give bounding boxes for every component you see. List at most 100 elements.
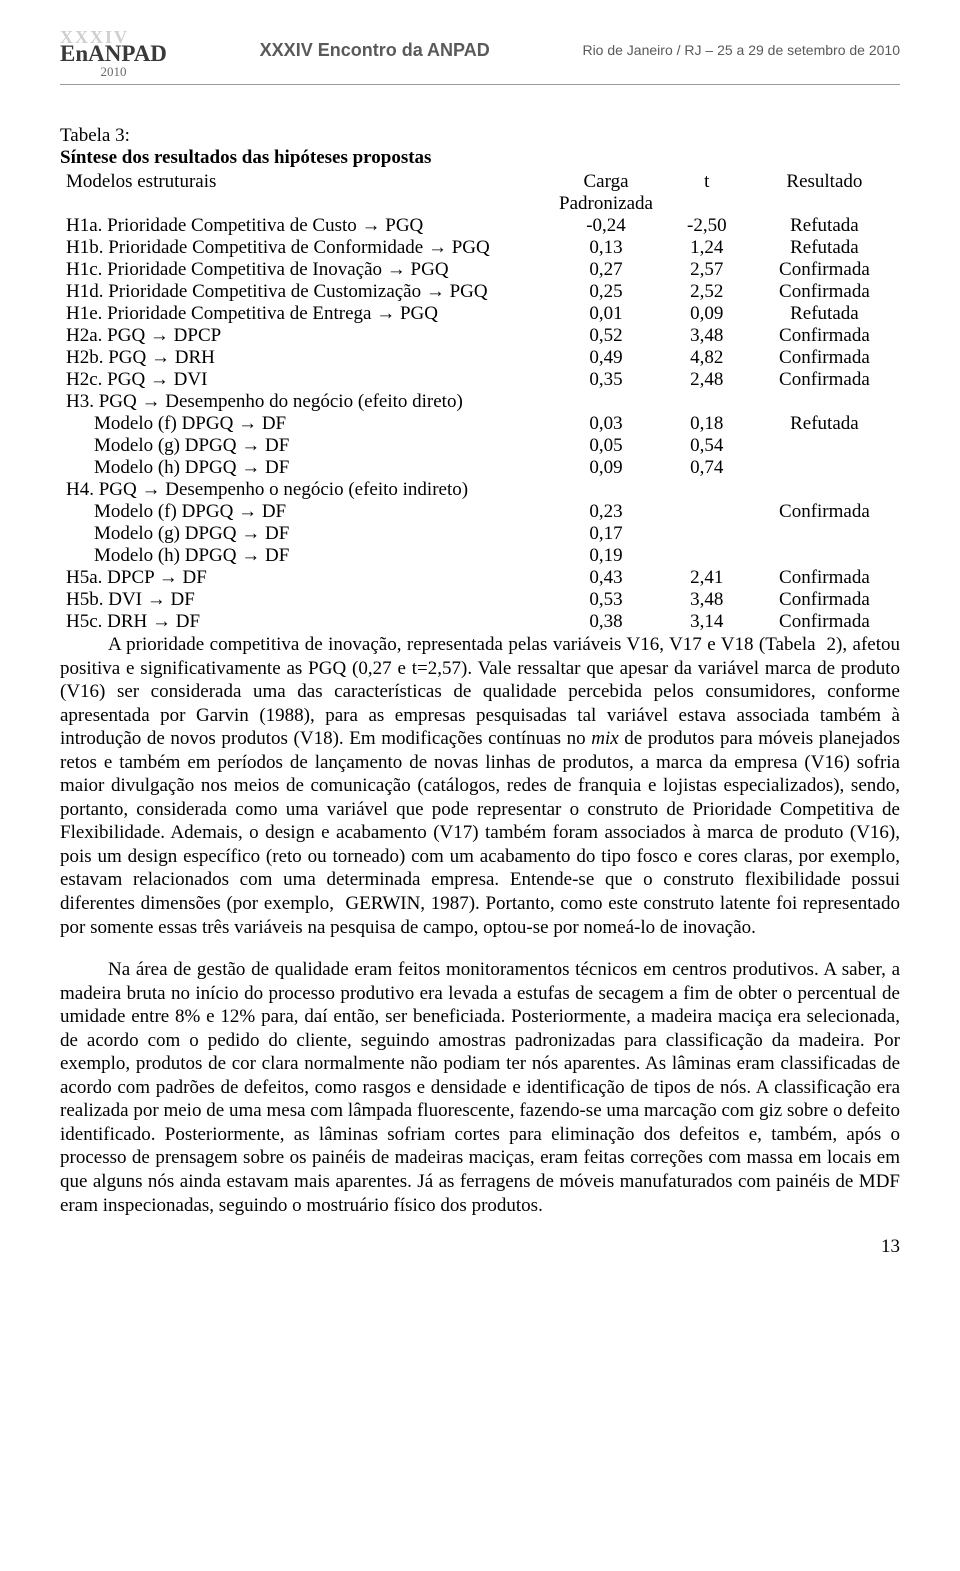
cell-model: H1d. Prioridade Competitiva de Customiza… [60,281,547,303]
cell-group-label: H4. PGQ → Desempenho o negócio (efeito i… [60,479,900,501]
cell-carga: 0,09 [547,457,665,479]
p1-italic-mix: mix [591,728,618,749]
cell-model: H1a. Prioridade Competitiva de Custo → P… [60,215,547,237]
cell-carga: 0,38 [547,611,665,633]
cell-res: Confirmada [749,369,900,391]
cell-model: Modelo (g) DPGQ → DF [60,435,547,457]
table-row-group-header: H3. PGQ → Desempenho do negócio (efeito … [60,391,900,413]
cell-res: Refutada [749,215,900,237]
table-row: H2a. PGQ → DPCP0,523,48Confirmada [60,325,900,347]
cell-model: Modelo (h) DPGQ → DF [60,457,547,479]
cell-res-span-inner: Refutada [755,413,894,435]
table-row: Modelo (f) DPGQ → DF 0,03 0,18 Refutada [60,413,900,435]
cell-model: H5c. DRH → DF [60,611,547,633]
cell-model: H5b. DVI → DF [60,589,547,611]
cell-carga: 0,13 [547,237,665,259]
col-t-header: t [665,171,749,215]
cell-res: Confirmada [749,281,900,303]
cell-t: 3,48 [665,589,749,611]
table-row-group-header: H4. PGQ → Desempenho o negócio (efeito i… [60,479,900,501]
cell-carga: 0,03 [547,413,665,435]
cell-res: Refutada [749,237,900,259]
cell-t [665,545,749,567]
cell-t [665,501,749,523]
cell-carga: 0,53 [547,589,665,611]
cell-model: Modelo (g) DPGQ → DF [60,523,547,545]
cell-carga: 0,35 [547,369,665,391]
cell-res: Confirmada [749,259,900,281]
logo-block: XXXIV EnANPAD 2010 [60,28,167,78]
cell-t: 1,24 [665,237,749,259]
cell-carga: 0,27 [547,259,665,281]
table-row: H1e. Prioridade Competitiva de Entrega →… [60,303,900,325]
cell-carga: -0,24 [547,215,665,237]
cell-res: Confirmada [749,325,900,347]
header-title: XXXIV Encontro da ANPAD [167,28,583,61]
cell-t: 0,74 [665,457,749,479]
cell-res-span: Refutada [749,413,900,479]
table-row: H5b. DVI → DF0,533,48Confirmada [60,589,900,611]
page-header: XXXIV EnANPAD 2010 XXXIV Encontro da ANP… [60,28,900,78]
cell-model: H1e. Prioridade Competitiva de Entrega →… [60,303,547,325]
col-carga-l2: Padronizada [559,193,653,214]
table-row: H5c. DRH → DF0,383,14Confirmada [60,611,900,633]
cell-res-span-inner: Confirmada [755,501,894,523]
cell-carga: 0,17 [547,523,665,545]
cell-carga: 0,19 [547,545,665,567]
table-row: H2b. PGQ → DRH0,494,82Confirmada [60,347,900,369]
results-table: Modelos estruturais Carga Padronizada t … [60,171,900,633]
cell-carga: 0,43 [547,567,665,589]
cell-t: 0,18 [665,413,749,435]
cell-res: Confirmada [749,589,900,611]
cell-t: 3,14 [665,611,749,633]
cell-group-label: H3. PGQ → Desempenho do negócio (efeito … [60,391,900,413]
table-row: Modelo (f) DPGQ → DF 0,23 Confirmada [60,501,900,523]
cell-t: 0,09 [665,303,749,325]
table-caption-line2: Síntese dos resultados das hipóteses pro… [60,147,900,169]
col-model-header: Modelos estruturais [60,171,547,215]
cell-carga: 0,05 [547,435,665,457]
col-result-header: Resultado [749,171,900,215]
cell-res: Confirmada [749,567,900,589]
cell-t: 2,41 [665,567,749,589]
cell-t: 4,82 [665,347,749,369]
cell-model: H2a. PGQ → DPCP [60,325,547,347]
logo-main: EnANPAD [60,42,167,65]
cell-model: H5a. DPCP → DF [60,567,547,589]
cell-carga: 0,23 [547,501,665,523]
logo-year: 2010 [60,65,167,78]
table-row: H1d. Prioridade Competitiva de Customiza… [60,281,900,303]
cell-res-span: Confirmada [749,501,900,567]
table-row: H1b. Prioridade Competitiva de Conformid… [60,237,900,259]
cell-model: Modelo (h) DPGQ → DF [60,545,547,567]
cell-model: H1c. Prioridade Competitiva de Inovação … [60,259,547,281]
col-carga-l1: Carga [583,171,628,192]
cell-res: Confirmada [749,347,900,369]
cell-model: H1b. Prioridade Competitiva de Conformid… [60,237,547,259]
cell-carga: 0,25 [547,281,665,303]
p1-part-b: de produtos para móveis planejados retos… [60,728,900,937]
cell-carga: 0,52 [547,325,665,347]
header-rule [60,84,900,85]
table-caption-line1: Tabela 3: [60,125,900,147]
cell-t: 0,54 [665,435,749,457]
page: XXXIV EnANPAD 2010 XXXIV Encontro da ANP… [0,0,960,1298]
body-paragraph-1: A prioridade competitiva de inovação, re… [60,633,900,939]
cell-model: H2b. PGQ → DRH [60,347,547,369]
col-carga-header: Carga Padronizada [547,171,665,215]
cell-t: 2,52 [665,281,749,303]
table-row: H1c. Prioridade Competitiva de Inovação … [60,259,900,281]
table-row: H5a. DPCP → DF0,432,41Confirmada [60,567,900,589]
cell-model: Modelo (f) DPGQ → DF [60,501,547,523]
cell-t: 3,48 [665,325,749,347]
header-meta: Rio de Janeiro / RJ – 25 a 29 de setembr… [582,28,900,58]
cell-t: 2,57 [665,259,749,281]
page-number: 13 [60,1236,900,1258]
cell-res: Confirmada [749,611,900,633]
cell-res: Refutada [749,303,900,325]
body-paragraph-2: Na área de gestão de qualidade eram feit… [60,958,900,1217]
cell-t [665,523,749,545]
table-row: H2c. PGQ → DVI0,352,48Confirmada [60,369,900,391]
cell-carga: 0,01 [547,303,665,325]
cell-t: 2,48 [665,369,749,391]
